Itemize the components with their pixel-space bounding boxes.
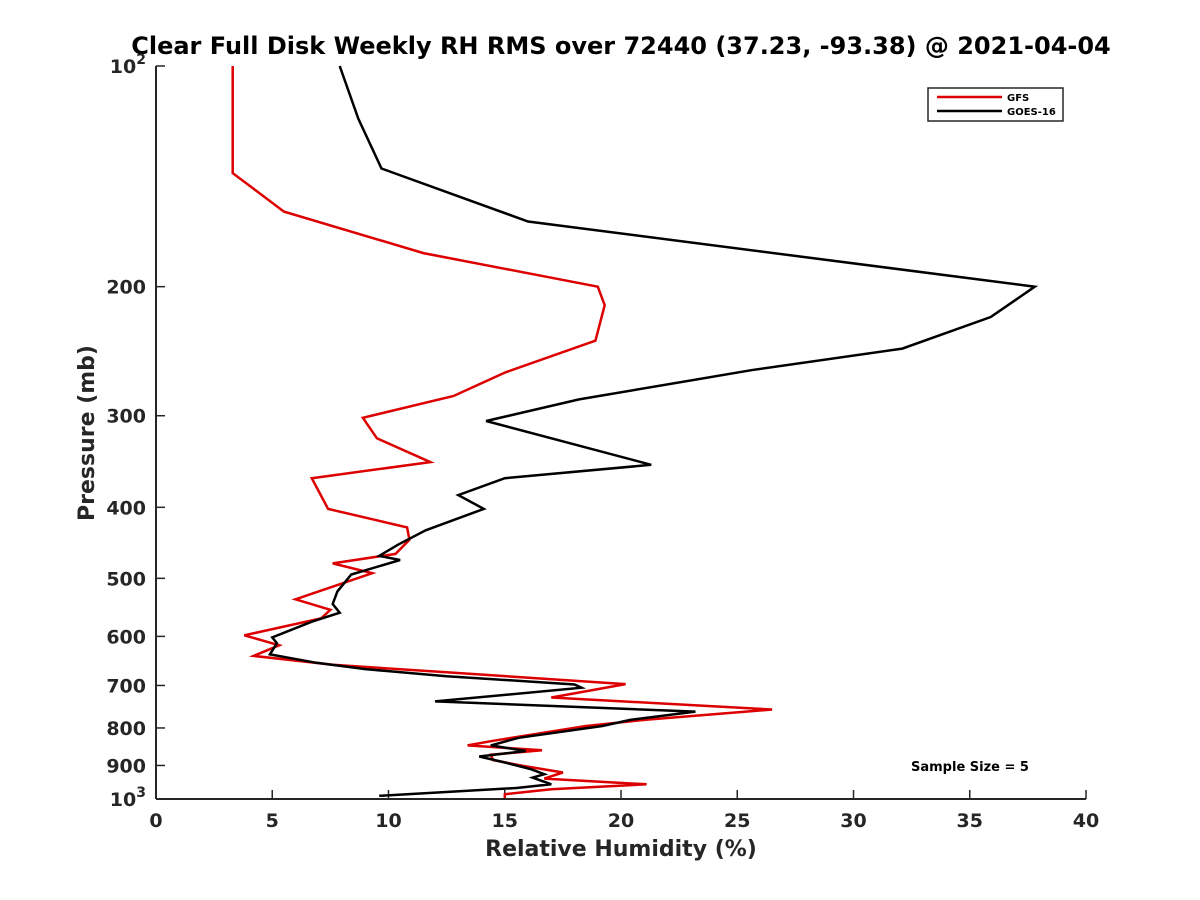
y-tick-exponent: 3 (136, 785, 146, 801)
plot-area: 0 5 10 15 20 25 30 35 40 10220030040050060070080… (106, 52, 1099, 832)
y-tick-base: 10 (110, 789, 136, 811)
sample-size-annotation: Sample Size = 5 (911, 760, 1029, 775)
x-tick-label: 5 (266, 810, 279, 832)
series-lines (231, 65, 1039, 798)
y-tick-exponent: 2 (136, 52, 146, 68)
x-ticks: 0 5 10 15 20 25 30 35 40 (149, 790, 1099, 832)
y-tick-label: 700 (106, 675, 146, 697)
y-tick-label: 102 (110, 52, 146, 78)
y-tick-label: 400 (106, 497, 146, 519)
y-tick-label: 800 (106, 718, 146, 740)
y-axis-label: Pressure (mb) (75, 345, 100, 521)
x-tick-label: 40 (1073, 810, 1099, 832)
x-tick-label: 30 (840, 810, 866, 832)
legend-label-goes16: GOES-16 (1007, 107, 1056, 118)
y-tick-label: 200 (106, 277, 146, 299)
legend: GFS GOES-16 (927, 87, 1064, 122)
x-tick-label: 0 (149, 810, 162, 832)
chart-title: Clear Full Disk Weekly RH RMS over 72440… (131, 32, 1111, 60)
x-axis-label: Relative Humidity (%) (485, 837, 757, 862)
y-tick-label: 900 (106, 755, 146, 777)
series-line-goes16 (267, 65, 1039, 798)
x-tick-label: 25 (724, 810, 750, 832)
legend-label-gfs: GFS (1007, 93, 1029, 104)
x-tick-label: 35 (957, 810, 983, 832)
legend-box (927, 87, 1064, 122)
y-tick-label: 600 (106, 626, 146, 648)
x-tick-label: 10 (375, 810, 401, 832)
y-tick-base: 10 (110, 56, 136, 78)
y-tick-label: 300 (106, 406, 146, 428)
x-tick-label: 20 (608, 810, 634, 832)
x-tick-label: 15 (492, 810, 518, 832)
y-tick-label: 500 (106, 568, 146, 590)
y-tick-label: 103 (110, 785, 146, 811)
